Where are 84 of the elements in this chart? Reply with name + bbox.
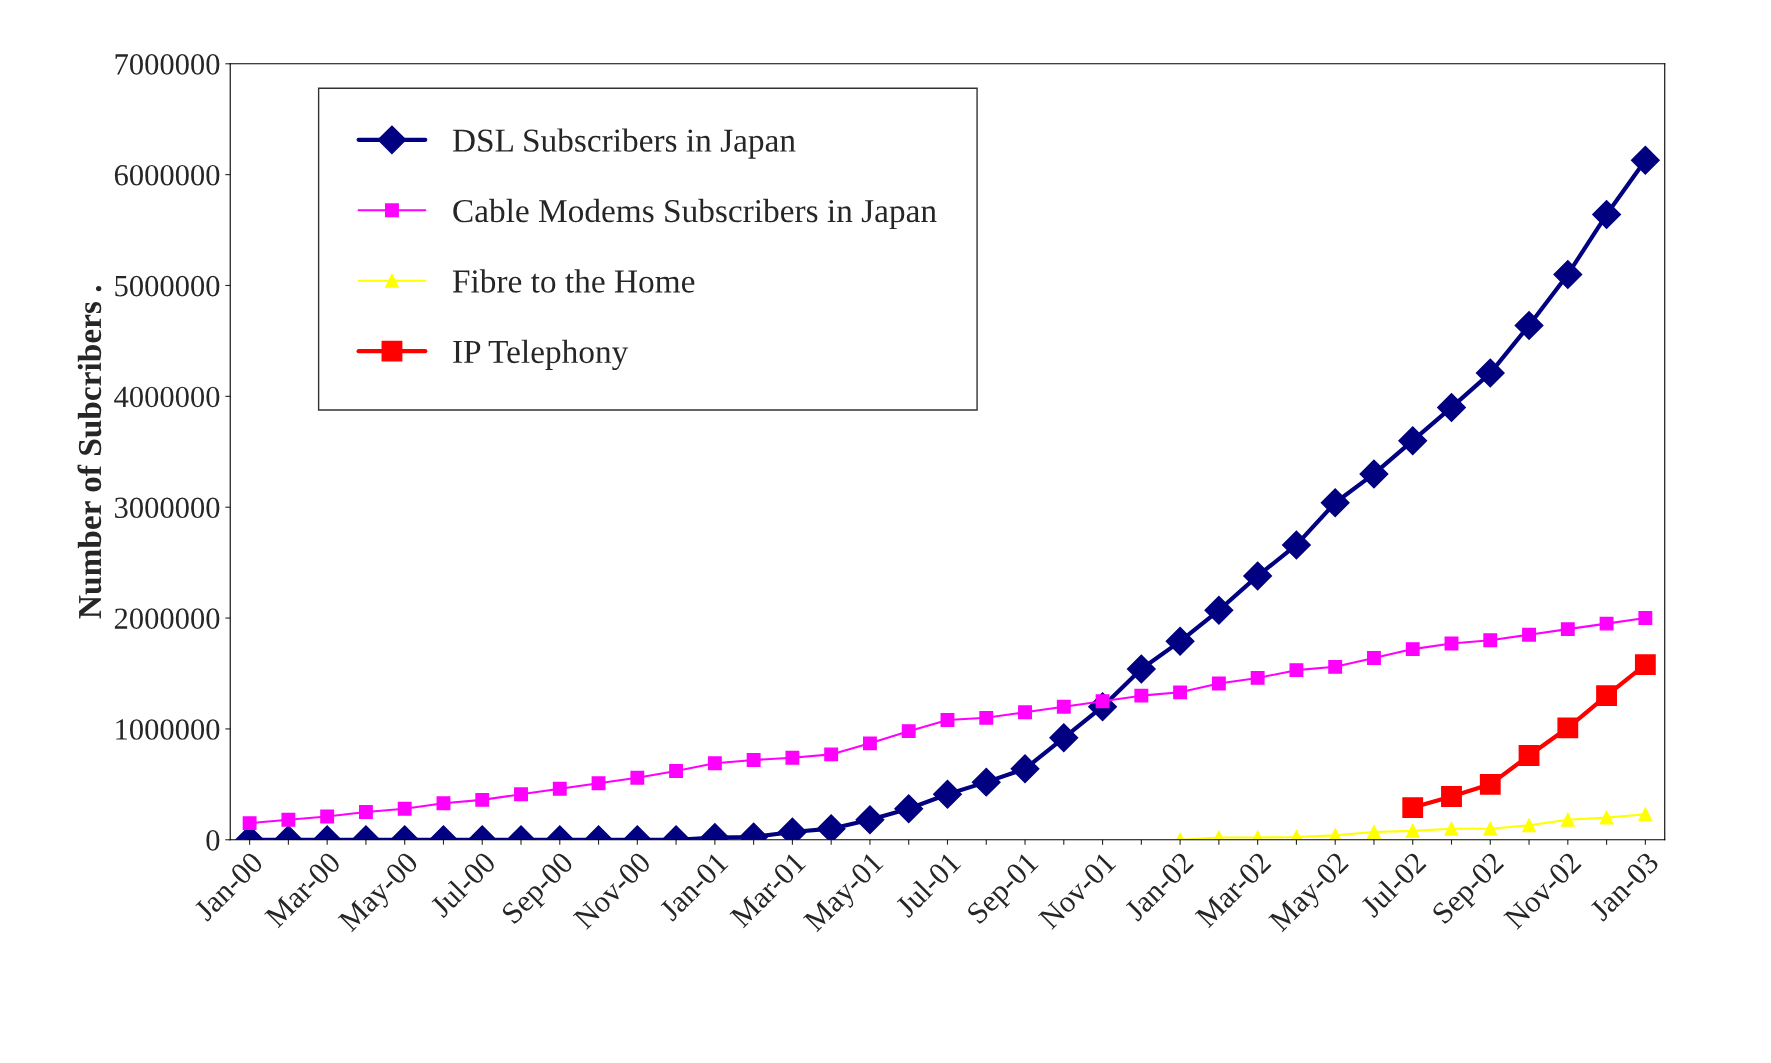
y-tick-label: 2000000 <box>114 608 220 629</box>
point <box>1173 685 1188 700</box>
point <box>816 814 846 840</box>
point <box>1405 642 1420 657</box>
point <box>436 796 451 811</box>
point <box>1522 818 1536 833</box>
point <box>971 767 1001 797</box>
y-tick-label: 6000000 <box>114 164 220 186</box>
point <box>1165 626 1195 656</box>
point <box>1560 622 1575 637</box>
legend-label: Fibre to the Home <box>452 269 695 293</box>
point <box>1479 773 1501 795</box>
point <box>591 776 606 791</box>
point <box>1444 821 1459 836</box>
point <box>281 812 296 827</box>
point <box>1514 310 1544 340</box>
point <box>1596 685 1618 707</box>
legend-label: IP Telephony <box>453 339 629 371</box>
point <box>1204 595 1234 625</box>
point <box>940 713 955 727</box>
point <box>397 801 412 816</box>
point <box>1441 786 1462 807</box>
point <box>320 809 335 824</box>
point <box>1560 812 1575 827</box>
point <box>1398 426 1428 456</box>
point <box>1211 676 1226 691</box>
y-tick-label: 4000000 <box>114 386 220 408</box>
point <box>1483 821 1498 836</box>
point <box>1518 745 1540 766</box>
point <box>1402 797 1424 819</box>
point <box>1599 616 1614 631</box>
y-tick-label: 3000000 <box>115 497 220 519</box>
point <box>1437 392 1466 422</box>
point <box>894 794 924 824</box>
point <box>1134 688 1149 703</box>
point <box>1320 488 1350 518</box>
point <box>1367 651 1381 665</box>
point <box>1250 670 1265 685</box>
point <box>1553 259 1583 289</box>
point <box>785 750 800 765</box>
point <box>669 764 684 778</box>
point <box>242 816 257 831</box>
point <box>358 805 373 820</box>
y-tick-label: 0 <box>206 830 220 851</box>
legend-label: DSL Subscribers in Japan <box>452 128 796 159</box>
point <box>1010 754 1040 784</box>
point <box>1522 627 1536 642</box>
point <box>855 805 885 835</box>
y-tick-label: 1000000 <box>116 719 220 740</box>
point <box>1018 705 1032 720</box>
point <box>1243 561 1273 591</box>
point <box>1475 358 1505 388</box>
point <box>1359 459 1389 489</box>
point <box>1634 654 1656 676</box>
point <box>475 792 490 807</box>
point <box>979 710 994 725</box>
point <box>1281 530 1311 560</box>
point <box>1328 659 1343 674</box>
point <box>1367 825 1381 839</box>
y-axis-title: Number of Subcribers . <box>77 285 102 619</box>
y-tick-label: 7000000 <box>115 54 220 75</box>
point <box>552 781 567 796</box>
point <box>746 753 761 767</box>
point <box>1483 633 1498 648</box>
point <box>1056 699 1071 714</box>
point <box>1592 200 1622 229</box>
y-tick-label: 5000000 <box>115 275 220 297</box>
point <box>824 747 839 762</box>
point <box>1126 654 1156 684</box>
point <box>1289 663 1304 678</box>
point <box>862 736 877 751</box>
point <box>1557 717 1579 739</box>
legend-label: Cable Modems Subscribers in Japan <box>453 198 937 230</box>
point <box>901 724 916 739</box>
point <box>1405 823 1420 838</box>
point <box>1638 807 1653 822</box>
point <box>1599 810 1614 825</box>
point <box>1638 611 1653 626</box>
point <box>1049 723 1079 753</box>
point <box>630 770 645 785</box>
point <box>514 787 528 802</box>
point <box>933 779 962 809</box>
point <box>707 756 722 771</box>
point <box>1630 145 1660 175</box>
